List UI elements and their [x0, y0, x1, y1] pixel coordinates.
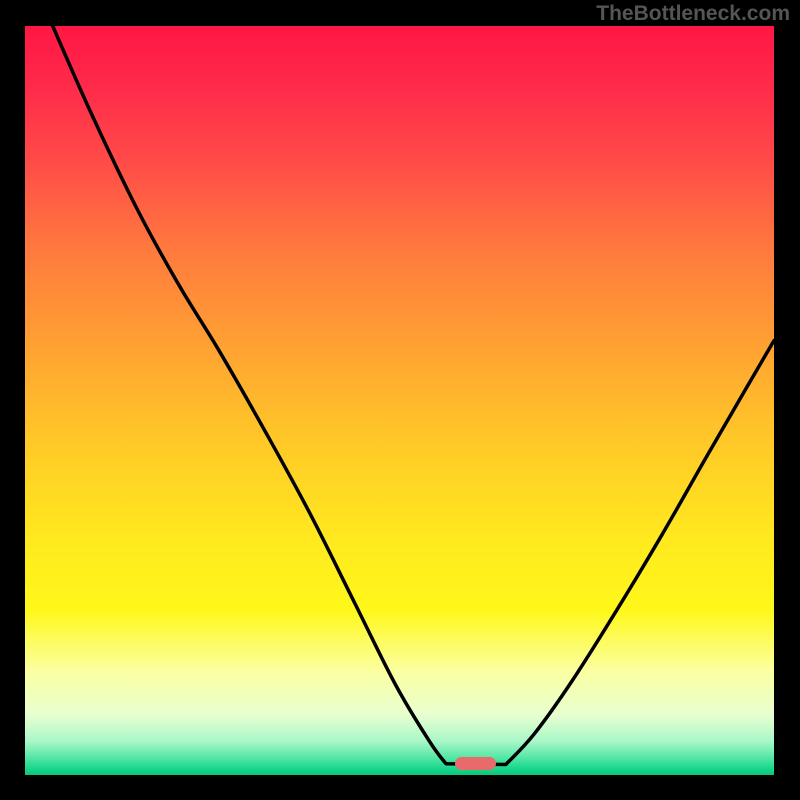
watermark-text: TheBottleneck.com — [596, 2, 790, 26]
plot-area — [25, 26, 774, 775]
bottleneck-curve — [25, 26, 774, 775]
optimal-marker — [455, 757, 496, 770]
